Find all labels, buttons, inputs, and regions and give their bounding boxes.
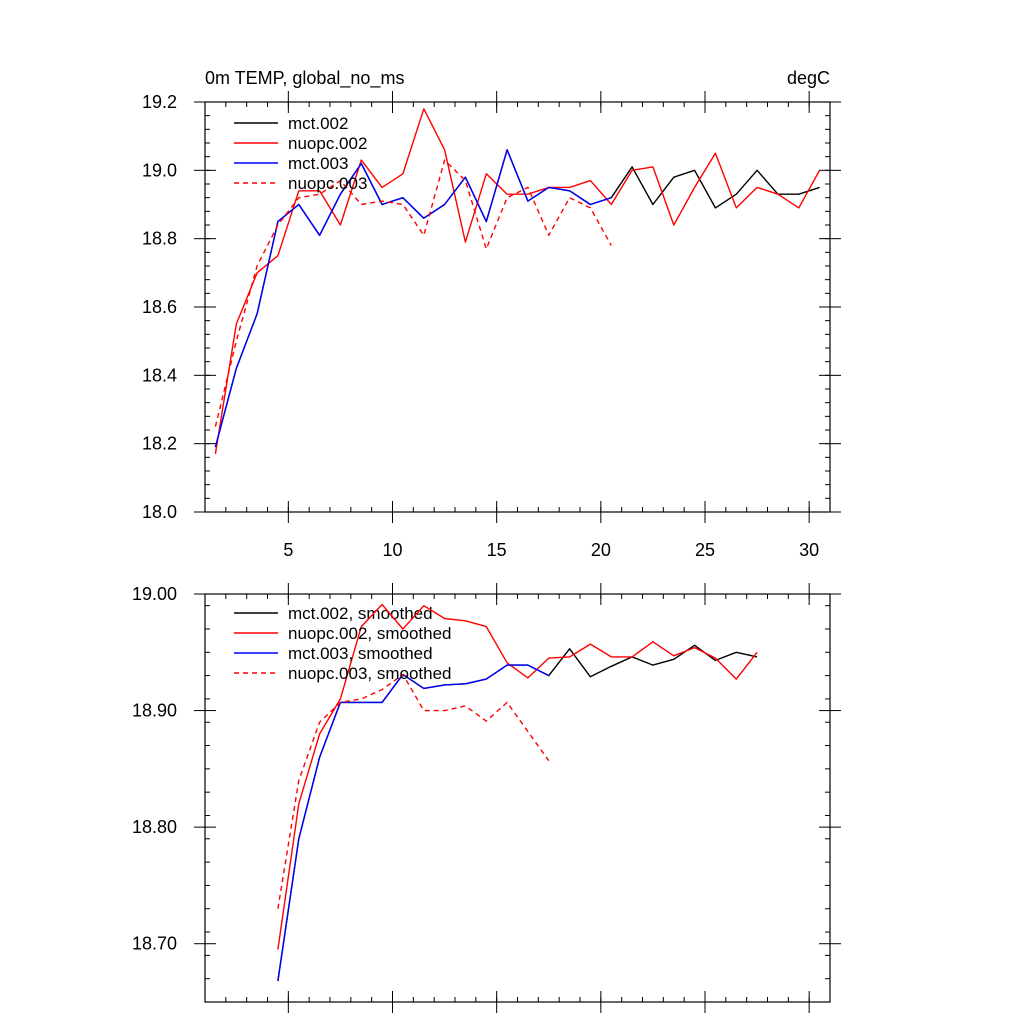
y-tick-label: 19.00 [132,584,177,604]
y-tick-label: 18.6 [142,297,177,317]
legend-entry-0: mct.002 [288,114,348,133]
y-tick-label: 18.8 [142,229,177,249]
x-tick-label: 10 [382,540,402,560]
series-line-3 [277,673,550,909]
y-tick-label: 18.70 [132,934,177,954]
y-tick-label: 18.90 [132,701,177,721]
legend-entry-1: nuopc.002 [288,134,367,153]
legend-entry-3: nuopc.003, smoothed [288,664,452,683]
x-tick-label: 15 [487,540,507,560]
units-label: degC [787,68,830,88]
legend-entry-3: nuopc.003 [288,174,367,193]
legend-entry-1: nuopc.002, smoothed [288,624,452,643]
y-tick-label: 18.4 [142,365,177,385]
series-line-0 [277,644,758,982]
series-line-2 [214,149,612,448]
series-line-1 [214,108,821,455]
legend-entry-2: mct.003 [288,154,348,173]
x-tick-label: 30 [799,540,819,560]
y-tick-label: 18.2 [142,434,177,454]
legend-entry-2: mct.003, smoothed [288,644,433,663]
series-line-1 [277,603,758,950]
x-tick-label: 5 [283,540,293,560]
x-tick-label: 20 [591,540,611,560]
legend-entry-0: mct.002, smoothed [288,604,433,623]
series-line-2 [277,664,550,982]
y-tick-label: 19.2 [142,92,177,112]
x-tick-label: 25 [695,540,715,560]
y-tick-label: 18.0 [142,502,177,522]
chart-title: 0m TEMP, global_no_ms [205,68,404,89]
y-tick-label: 19.0 [142,160,177,180]
top-panel: 0m TEMP, global_no_ms degC 5 10 15 20 25 30 18… [142,68,841,560]
y-tick-label: 18.80 [132,817,177,837]
series-line-3 [214,159,612,427]
